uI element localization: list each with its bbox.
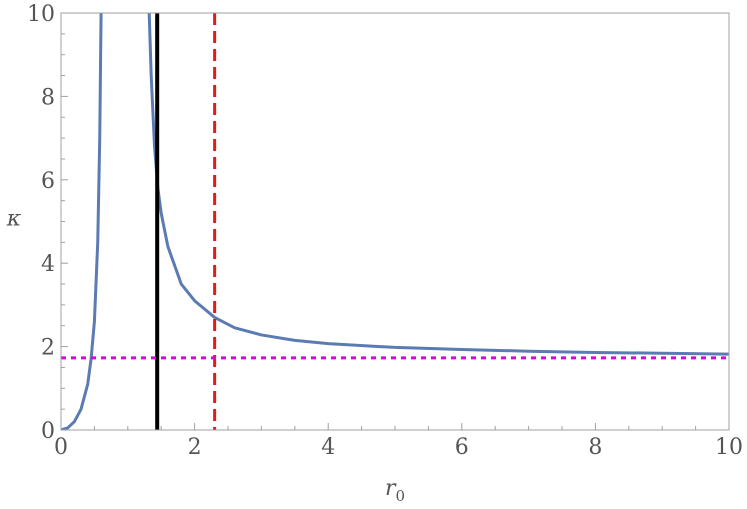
curves [61, 13, 729, 430]
reference-lines [61, 13, 729, 430]
x-tick-label: 0 [54, 435, 68, 460]
ticks: 0 2 4 6 8 10 0 2 4 6 8 10 [27, 2, 743, 460]
y-tick-label: 6 [41, 169, 55, 194]
x-tick-label: 8 [588, 435, 602, 460]
x-axis-label: r0 [385, 476, 405, 505]
x-tick-label: 2 [188, 435, 202, 460]
y-tick-label: 10 [27, 2, 55, 27]
series-0-segment-1 [147, 13, 729, 356]
series-0-segment-0 [61, 13, 103, 430]
y-tick-label: 0 [41, 419, 55, 444]
x-tick-label: 4 [321, 435, 335, 460]
y-tick-label: 4 [41, 252, 55, 277]
y-axis-label: κ [6, 207, 22, 232]
y-tick-label: 8 [41, 85, 55, 110]
y-tick-label: 2 [41, 336, 55, 361]
x-tick-label: 6 [455, 435, 469, 460]
x-tick-label: 10 [715, 435, 743, 460]
plot-frame [60, 12, 730, 431]
